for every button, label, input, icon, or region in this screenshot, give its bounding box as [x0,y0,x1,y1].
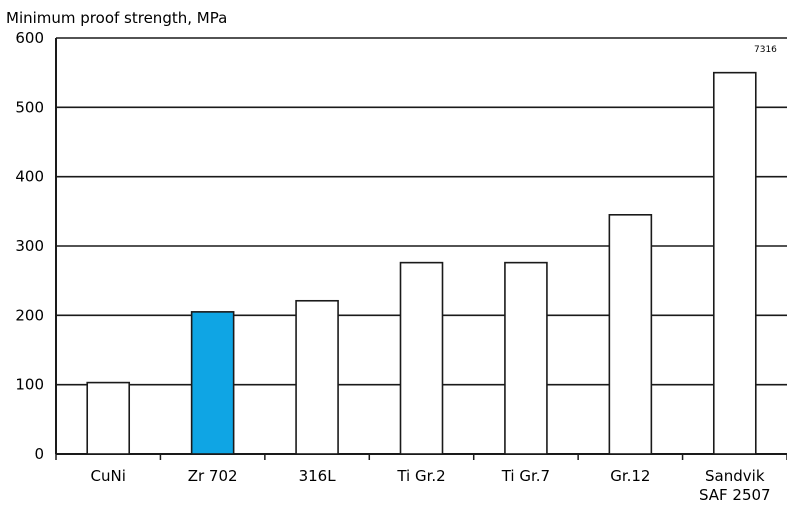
bars [86,71,757,455]
bar-cuni [86,381,131,455]
x-axis [55,454,787,460]
x-tick-label: Gr.12 [610,467,650,485]
x-axis-labels: CuNi Zr 702 316L Ti Gr.2 Ti Gr.7 Gr.12 Sandvik… [91,467,771,504]
x-tick-label: SAF 2507 [699,486,771,504]
annotation-label: 7316 [754,45,777,55]
x-tick-label: 316L [299,467,337,485]
x-tick-label: CuNi [91,467,126,485]
x-tick-label: Ti Gr.2 [396,467,445,485]
bar-ti-gr-2 [399,261,444,455]
x-tick-label: Ti Gr.7 [501,467,550,485]
x-tick-label: Zr 702 [188,467,238,485]
x-tick-label: Sandvik [705,467,765,485]
y-tick-label: 0 [34,445,44,463]
y-tick-label: 100 [15,376,44,394]
bar-gr-12 [608,214,653,455]
chart-title: Minimum proof strength, MPa [6,9,227,27]
bar-zr-702 [190,311,235,455]
y-axis-ticks: 0 100 200 300 400 500 600 [15,29,44,463]
y-tick-label: 400 [15,168,44,186]
y-tick-label: 500 [15,98,44,116]
y-tick-label: 200 [15,306,44,324]
bar-316l [295,299,339,455]
gridlines [56,37,787,455]
y-tick-label: 300 [15,237,44,255]
bar-sandvik-saf-2507 [712,71,757,455]
y-tick-label: 600 [15,29,44,47]
bar-ti-gr-7 [504,261,548,455]
